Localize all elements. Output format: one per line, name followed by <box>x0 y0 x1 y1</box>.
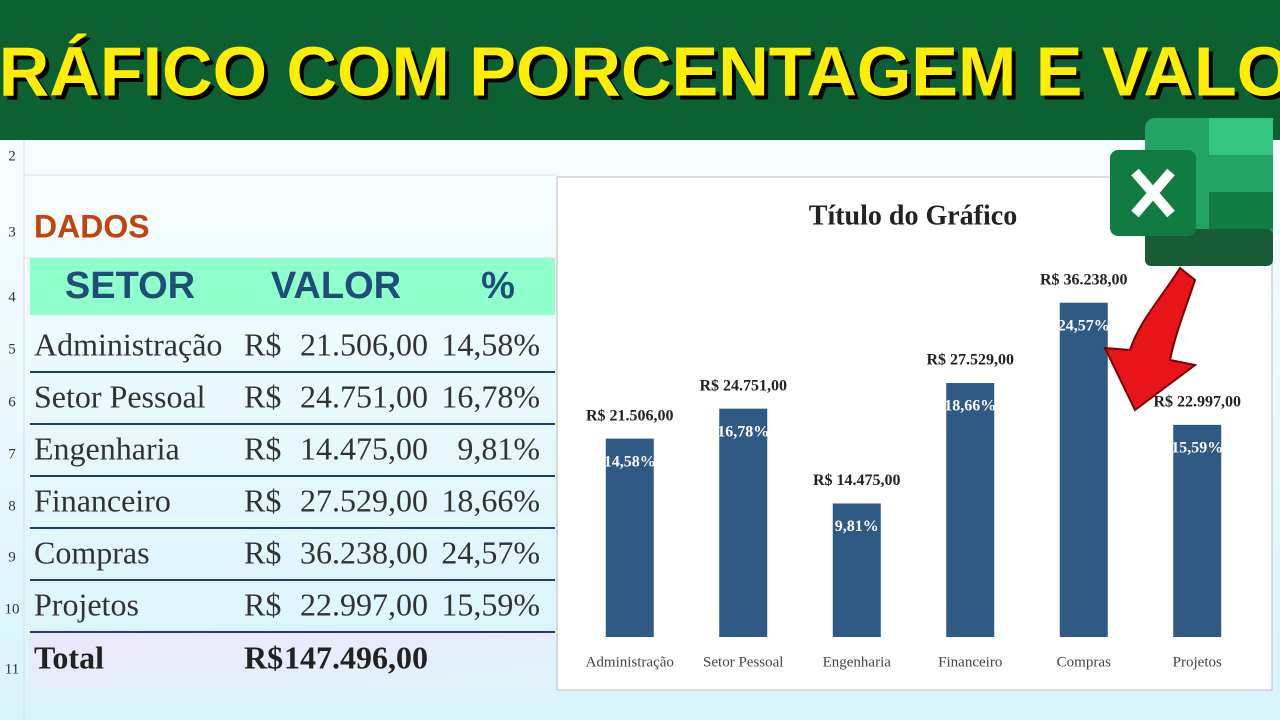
table-header: VALOR <box>271 265 401 307</box>
icon-cell <box>1145 229 1273 266</box>
bar <box>719 408 768 637</box>
x-tick-label: Setor Pessoal <box>703 654 783 670</box>
table-header: % <box>481 265 515 307</box>
x-tick-label: Compras <box>1057 654 1111 670</box>
x-tick-label: Engenharia <box>823 654 892 670</box>
table-cell: 24,57% <box>441 534 540 570</box>
table-cell: 22.997,00 <box>300 586 428 622</box>
bar <box>946 383 995 637</box>
icon-cell <box>1209 192 1273 229</box>
table-cell: Financeiro <box>34 482 171 518</box>
row-number: 8 <box>8 498 16 514</box>
chart-title: Título do Gráfico <box>809 200 1017 231</box>
icon-x <box>1131 168 1175 218</box>
table-cell: 21.506,00 <box>300 326 428 362</box>
banner <box>0 0 1280 140</box>
arrow <box>1103 266 1198 412</box>
value-label: R$ 24.751,00 <box>699 377 787 394</box>
percent-label: 24,57% <box>1058 317 1110 334</box>
table-cell: 36.238,00 <box>300 534 428 570</box>
value-label: R$ 22.997,00 <box>1153 394 1241 411</box>
table-total: Total <box>34 639 104 675</box>
row-number: 11 <box>5 661 19 677</box>
table-cell: 18,66% <box>441 482 540 518</box>
bar <box>1173 424 1222 637</box>
table-total: 147.496,00 <box>284 639 428 675</box>
table-cell: 14.475,00 <box>300 430 428 466</box>
percent-label: 9,81% <box>835 518 879 535</box>
table-cell: R$ <box>244 534 281 570</box>
x-tick-label: Projetos <box>1173 654 1222 670</box>
icon-cell <box>1209 118 1273 155</box>
table-header: SETOR <box>65 265 195 307</box>
table-cell: 9,81% <box>457 430 540 466</box>
value-label: R$ 14.475,00 <box>813 472 901 489</box>
table-label: DADOS <box>34 208 150 244</box>
row-number: 6 <box>8 394 16 410</box>
table-cell: R$ <box>244 326 281 362</box>
table-cell: Administração <box>34 326 222 362</box>
percent-label: 15,59% <box>1171 440 1223 457</box>
table-total-bg <box>30 630 555 688</box>
banner-title: GRÁFICO COM PORCENTAGEM E VALOR <box>0 32 1280 110</box>
row-number: 3 <box>8 224 16 240</box>
table-cell: Engenharia <box>34 430 180 466</box>
table-cell: R$ <box>244 430 281 466</box>
row-number: 9 <box>8 549 16 565</box>
table-cell: 14,58% <box>441 326 540 362</box>
table-cell: 24.751,00 <box>300 378 428 414</box>
row-number: 10 <box>5 601 20 617</box>
table-cell: Projetos <box>34 586 139 622</box>
table-cell: Setor Pessoal <box>34 378 206 414</box>
bar <box>605 438 654 637</box>
table-cell: 27.529,00 <box>300 482 428 518</box>
row-number: 5 <box>8 341 16 357</box>
x-tick-label: Financeiro <box>938 654 1002 670</box>
banner-shadow: GRÁFICO COM PORCENTAGEM E VALOR <box>0 36 1280 114</box>
table-cell: R$ <box>244 482 281 518</box>
value-label: R$ 36.238,00 <box>1040 271 1128 288</box>
table-cell: 16,78% <box>441 378 540 414</box>
bar <box>832 503 881 637</box>
row-number: 7 <box>8 446 16 462</box>
table-cell: 15,59% <box>441 586 540 622</box>
table-total: R$ <box>244 639 283 675</box>
x-tick-label: Administração <box>586 654 674 670</box>
row-number: 2 <box>8 148 16 164</box>
row-number: 4 <box>8 289 16 305</box>
percent-label: 16,78% <box>717 423 769 440</box>
table-cell: Compras <box>34 534 150 570</box>
table-header-bg <box>30 258 555 315</box>
bar <box>1059 302 1108 637</box>
value-label: R$ 21.506,00 <box>586 407 674 424</box>
table-cell: R$ <box>244 378 281 414</box>
percent-label: 18,66% <box>944 398 996 415</box>
percent-label: 14,58% <box>604 453 656 470</box>
value-label: R$ 27.529,00 <box>926 352 1014 369</box>
table-cell: R$ <box>244 586 281 622</box>
excel-icon <box>1110 118 1273 266</box>
